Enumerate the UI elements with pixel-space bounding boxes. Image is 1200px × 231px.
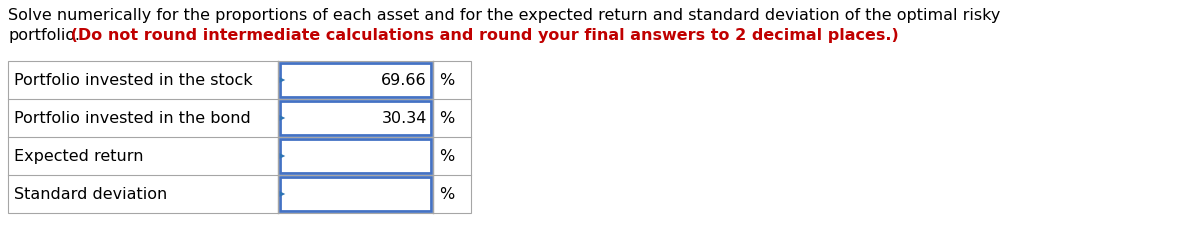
Bar [280,102,431,135]
Text: %: % [439,73,455,88]
Text: %: % [439,187,455,202]
Bar [280,177,431,211]
Bar [280,139,431,173]
Text: %: % [439,149,455,164]
Text: %: % [439,111,455,126]
Text: Expected return: Expected return [14,149,144,164]
Text: Solve numerically for the proportions of each asset and for the expected return : Solve numerically for the proportions of… [8,8,1001,23]
Text: (Do not round intermediate calculations and round your final answers to 2 decima: (Do not round intermediate calculations … [65,28,899,43]
Text: 69.66: 69.66 [382,73,427,88]
Bar [280,64,431,97]
Text: Portfolio invested in the bond: Portfolio invested in the bond [14,111,251,126]
Text: Portfolio invested in the stock: Portfolio invested in the stock [14,73,253,88]
Bar [8,62,470,213]
Text: Standard deviation: Standard deviation [14,187,167,202]
Text: 30.34: 30.34 [382,111,427,126]
Text: portfolio.: portfolio. [8,28,80,43]
